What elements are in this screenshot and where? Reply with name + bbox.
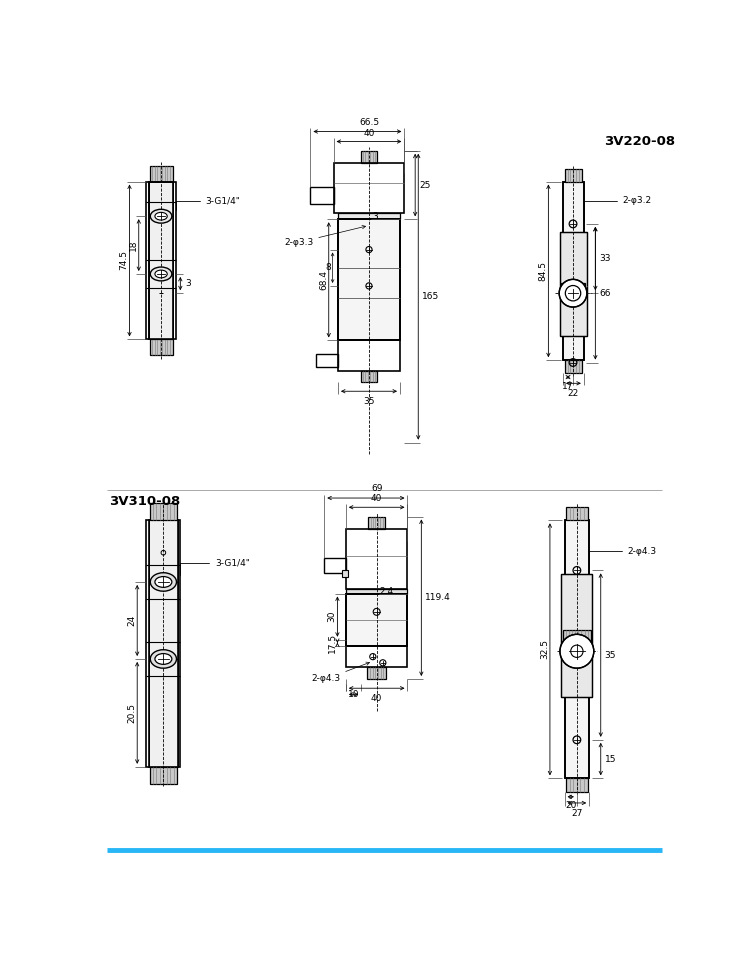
Bar — [338, 219, 400, 341]
Text: 15: 15 — [604, 755, 616, 764]
Bar — [361, 151, 377, 163]
Text: 119.4: 119.4 — [425, 593, 451, 602]
Text: 33: 33 — [599, 254, 610, 263]
Text: 35: 35 — [604, 651, 616, 659]
Text: 3: 3 — [186, 280, 191, 288]
Text: 30: 30 — [328, 611, 337, 622]
Bar — [148, 181, 173, 339]
Bar — [310, 187, 334, 204]
Text: 3V220-08: 3V220-08 — [604, 135, 675, 148]
Bar — [148, 181, 173, 339]
Ellipse shape — [150, 650, 176, 668]
Bar — [563, 181, 584, 360]
Text: 40: 40 — [371, 693, 382, 702]
Bar — [334, 163, 404, 213]
Bar — [368, 516, 386, 529]
Bar — [346, 646, 407, 667]
Text: 10: 10 — [348, 690, 359, 698]
Bar — [149, 167, 172, 181]
Bar — [562, 283, 585, 297]
Bar — [338, 341, 400, 371]
Bar — [563, 181, 584, 360]
Text: 2-φ4.3: 2-φ4.3 — [311, 662, 370, 684]
Text: 66.5: 66.5 — [359, 118, 379, 127]
Text: 27: 27 — [572, 809, 583, 818]
Text: 40: 40 — [363, 129, 375, 137]
Bar — [565, 360, 582, 372]
Bar — [149, 504, 177, 520]
Text: 17.5: 17.5 — [328, 633, 337, 653]
Text: 2-φ4.3: 2-φ4.3 — [590, 546, 657, 568]
Text: 35: 35 — [363, 396, 375, 405]
Bar — [342, 570, 348, 578]
Circle shape — [560, 280, 587, 307]
Text: 165: 165 — [422, 292, 439, 301]
Bar — [565, 169, 582, 181]
Text: 22: 22 — [568, 389, 579, 397]
Bar — [338, 213, 400, 219]
Bar — [562, 575, 592, 697]
Bar — [346, 529, 407, 589]
Bar — [149, 767, 177, 784]
Ellipse shape — [155, 270, 167, 278]
Bar — [346, 593, 407, 646]
Ellipse shape — [155, 577, 172, 587]
Bar — [563, 630, 591, 644]
Text: 20.5: 20.5 — [128, 703, 136, 723]
Text: 84.5: 84.5 — [538, 261, 548, 281]
Text: 25: 25 — [419, 180, 430, 190]
Text: 2-φ3.2: 2-φ3.2 — [584, 197, 652, 221]
Bar — [346, 589, 407, 593]
Text: 68.4: 68.4 — [320, 270, 328, 290]
Ellipse shape — [150, 573, 176, 591]
Ellipse shape — [155, 654, 172, 664]
Bar — [560, 232, 587, 336]
Bar — [338, 219, 400, 341]
Bar — [148, 520, 178, 767]
Bar — [565, 520, 590, 778]
Text: 20: 20 — [565, 802, 577, 810]
Bar — [148, 520, 178, 767]
Text: 66: 66 — [599, 288, 610, 298]
Bar — [560, 232, 587, 336]
Text: 17: 17 — [562, 382, 574, 391]
Text: 3: 3 — [372, 211, 378, 221]
Text: 24: 24 — [128, 615, 136, 626]
Text: 2-φ3.3: 2-φ3.3 — [284, 225, 365, 246]
Bar — [566, 778, 588, 792]
Bar — [146, 181, 176, 339]
Text: 3-G1/4": 3-G1/4" — [180, 558, 250, 576]
Text: 2.4: 2.4 — [380, 586, 394, 596]
Text: 3V310-08: 3V310-08 — [110, 495, 181, 507]
Bar — [148, 181, 173, 339]
Bar — [324, 558, 346, 574]
Bar — [316, 354, 338, 367]
Ellipse shape — [155, 212, 167, 220]
Bar — [566, 506, 588, 520]
Text: 3-G1/4": 3-G1/4" — [176, 197, 241, 209]
Text: 40: 40 — [371, 495, 382, 504]
Ellipse shape — [150, 267, 172, 281]
Text: 74.5: 74.5 — [119, 250, 128, 271]
Bar — [146, 520, 180, 767]
Circle shape — [560, 634, 594, 668]
Text: 32.5: 32.5 — [540, 639, 549, 659]
Text: 18: 18 — [129, 240, 138, 251]
Text: 69: 69 — [371, 484, 382, 494]
Text: 8: 8 — [325, 263, 331, 273]
Ellipse shape — [150, 209, 172, 223]
Bar — [565, 520, 590, 778]
Bar — [346, 593, 407, 646]
Bar — [368, 667, 386, 679]
Bar — [149, 339, 172, 355]
Bar — [562, 575, 592, 697]
Bar — [361, 371, 377, 382]
